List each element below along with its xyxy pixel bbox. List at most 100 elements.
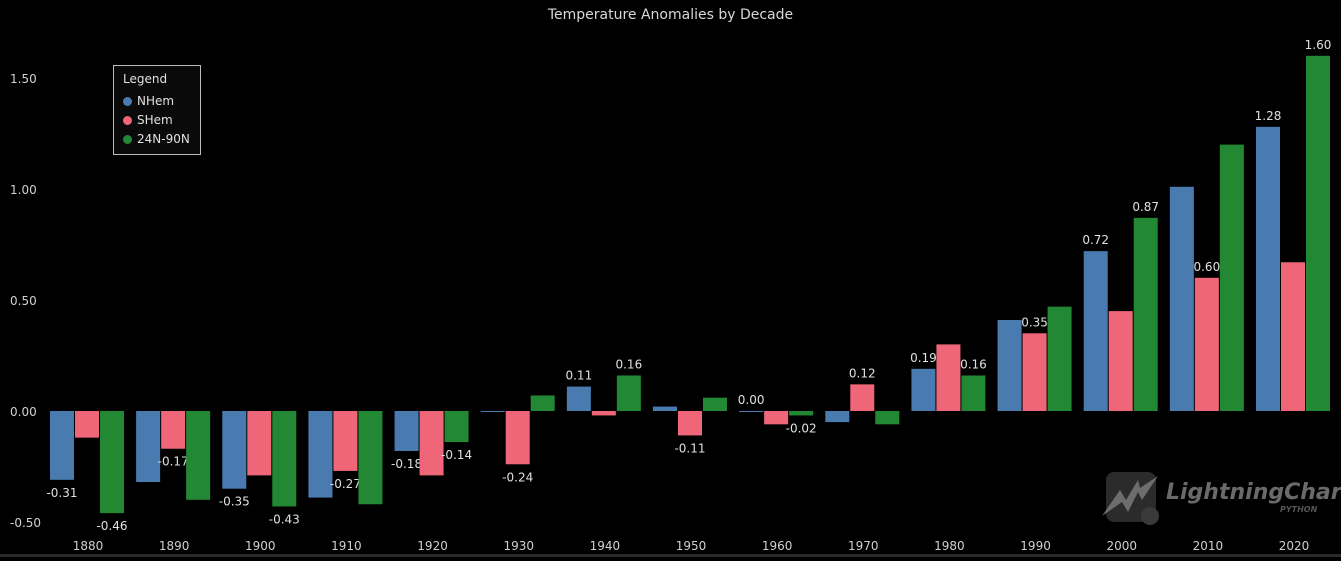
lightning-logo-icon <box>1102 472 1159 525</box>
y-tick-label: -0.50 <box>10 516 41 530</box>
lightningchart-logo: LightningChart® PYTHON <box>1100 470 1341 526</box>
bar-nhem-1950 <box>653 406 677 411</box>
bar-shem-1990 <box>1022 333 1047 411</box>
bar-24n-90n-1990 <box>1047 306 1072 411</box>
bar-shem-1880 <box>75 411 99 438</box>
x-tick-label: 1890 <box>159 539 190 553</box>
x-tick-label: 1910 <box>331 539 362 553</box>
bar-nhem-1990 <box>997 319 1022 411</box>
bar-24n-90n-1880 <box>100 411 124 514</box>
bar-24n-90n-2010 <box>1219 144 1244 411</box>
bar-24n-90n-2020 <box>1306 55 1330 412</box>
y-tick-label: 1.00 <box>10 183 37 197</box>
legend-label: NHem <box>137 94 175 108</box>
data-label: 0.87 <box>1132 200 1159 214</box>
bar-24n-90n-1910 <box>358 411 383 505</box>
data-label: 0.72 <box>1082 233 1109 247</box>
bar-nhem-1960 <box>739 411 764 412</box>
bar-shem-1900 <box>247 411 272 476</box>
bar-24n-90n-1890 <box>186 411 211 500</box>
data-label: 1.60 <box>1305 38 1332 52</box>
data-label: 0.60 <box>1193 260 1220 274</box>
bar-nhem-2020 <box>1256 126 1280 411</box>
data-label: 0.00 <box>738 393 765 407</box>
x-tick-label: 1900 <box>245 539 276 553</box>
bar-nhem-1970 <box>825 411 850 423</box>
bar-24n-90n-1920 <box>444 411 469 443</box>
bar-shem-1960 <box>764 411 789 425</box>
data-label: 0.16 <box>615 357 642 371</box>
legend-item-24n-90n[interactable]: 24N-90N <box>123 132 190 146</box>
bar-nhem-1980 <box>911 368 936 411</box>
bar-shem-1940 <box>591 411 616 416</box>
bar-nhem-1880 <box>50 411 74 480</box>
data-label: -0.17 <box>158 455 189 469</box>
legend-swatch <box>123 134 132 144</box>
legend-item-nhem[interactable]: NHem <box>123 94 174 108</box>
bar-24n-90n-1930 <box>530 395 555 411</box>
bar-24n-90n-1940 <box>616 375 641 411</box>
x-tick-label: 1990 <box>1020 539 1051 553</box>
data-label: -0.14 <box>441 448 472 462</box>
data-label: -0.46 <box>96 519 127 533</box>
bar-24n-90n-1980 <box>961 375 986 411</box>
y-tick-label: 0.00 <box>10 405 37 419</box>
data-label: -0.02 <box>786 421 817 435</box>
data-label: 0.19 <box>910 351 937 365</box>
x-tick-label: 1950 <box>676 539 707 553</box>
data-label: 0.11 <box>565 369 592 383</box>
bar-24n-90n-2000 <box>1133 217 1158 411</box>
bar-nhem-2000 <box>1083 251 1108 411</box>
bar-shem-2020 <box>1281 262 1305 411</box>
x-tick-label: 1960 <box>762 539 793 553</box>
bar-24n-90n-1960 <box>789 411 814 416</box>
data-label: 0.12 <box>849 366 876 380</box>
legend-swatch <box>123 115 132 125</box>
legend-title: Legend <box>123 72 168 86</box>
data-label: 0.35 <box>1021 315 1048 329</box>
x-tick-label: 2010 <box>1193 539 1224 553</box>
x-tick-label: 2000 <box>1106 539 1137 553</box>
bar-nhem-1940 <box>566 386 591 411</box>
data-label: 1.28 <box>1255 109 1282 123</box>
bar-shem-1930 <box>505 411 530 465</box>
bar-shem-2010 <box>1194 277 1219 411</box>
bar-nhem-1930 <box>480 411 505 412</box>
bar-24n-90n-1900 <box>272 411 297 507</box>
data-label: -0.11 <box>674 441 705 455</box>
bar-nhem-1890 <box>136 411 161 483</box>
legend: Legend NHem SHem 24N-90N <box>113 65 201 155</box>
x-tick-label: 1980 <box>934 539 965 553</box>
data-label: -0.24 <box>502 470 533 484</box>
x-tick-label: 1940 <box>590 539 621 553</box>
logo-text: LightningChart® <box>1166 480 1341 505</box>
y-tick-label: 1.50 <box>10 72 37 86</box>
x-tick-label: 1920 <box>417 539 448 553</box>
x-tick-label: 1930 <box>503 539 534 553</box>
logo-subtext: PYTHON <box>1280 505 1318 514</box>
x-tick-label: 1970 <box>848 539 879 553</box>
legend-item-shem[interactable]: SHem <box>123 113 173 127</box>
bar-shem-1910 <box>333 411 358 471</box>
x-axis-line <box>0 554 1341 557</box>
bar-nhem-1910 <box>308 411 333 498</box>
y-tick-label: 0.50 <box>10 294 37 308</box>
bar-shem-1950 <box>678 411 702 436</box>
data-label: 0.16 <box>960 357 987 371</box>
data-label: -0.31 <box>46 486 77 500</box>
bar-shem-1920 <box>419 411 444 476</box>
chart-title: Temperature Anomalies by Decade <box>547 7 794 23</box>
data-label: -0.18 <box>391 457 422 471</box>
bar-24n-90n-1970 <box>875 411 900 425</box>
bar-shem-1970 <box>850 384 875 411</box>
bar-nhem-1920 <box>394 411 419 451</box>
bar-nhem-1900 <box>222 411 247 489</box>
legend-label: SHem <box>137 113 173 127</box>
data-label: -0.43 <box>269 512 300 526</box>
bar-nhem-2010 <box>1169 186 1194 411</box>
x-tick-label: 2020 <box>1279 539 1310 553</box>
legend-swatch <box>123 96 132 106</box>
bar-shem-1890 <box>161 411 186 449</box>
data-label: -0.27 <box>330 477 361 491</box>
